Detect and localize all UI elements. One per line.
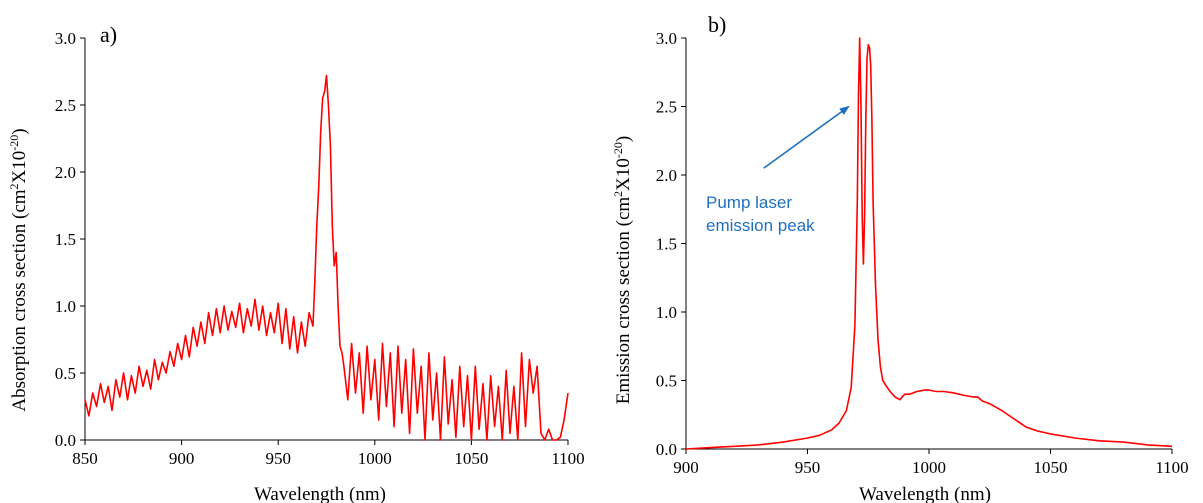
y-tick-label-b: 3.0	[656, 29, 677, 48]
y-axis-title-b-sup1: 2	[611, 191, 625, 197]
y-tick-label-b: 0.5	[656, 372, 677, 391]
x-tick-label-b: 1050	[1034, 458, 1068, 477]
series-line-a	[84, 74, 569, 441]
y-axis-title-b-suffix: )	[613, 136, 634, 142]
y-tick-label-b: 0.0	[656, 440, 677, 459]
y-axis-title-a-suffix: )	[9, 128, 30, 134]
x-tick-label-b: 1000	[912, 458, 946, 477]
y-axis-title-a-mid: X10	[9, 151, 30, 184]
absorption-chart: a) Wavelength (nm) Absorption cross sect…	[7, 22, 585, 503]
y-axis-title-b-sup2: -20	[611, 142, 625, 158]
x-tick-label-a: 950	[265, 449, 291, 468]
x-tick-label-a: 900	[169, 449, 195, 468]
y-tick-label-a: 1.5	[55, 230, 76, 249]
panel-label-a: a)	[100, 22, 117, 47]
y-axis-title-b: Emission cross section (cm2X10-20)	[611, 136, 634, 404]
y-tick-label-a: 2.5	[55, 96, 76, 115]
y-tick-label-b: 1.0	[656, 303, 677, 322]
y-axis-title-a-prefix: Absorption cross section (cm	[9, 189, 30, 411]
y-axis-title-a-sup1: 2	[7, 183, 21, 189]
y-tick-label-b: 2.5	[656, 98, 677, 117]
x-axis-title-a: Wavelength (nm)	[254, 484, 386, 503]
y-axis-title-b-mid: X10	[613, 158, 634, 191]
x-axis-title-b: Wavelength (nm)	[859, 484, 991, 503]
emission-chart: b) Wavelength (nm) Emission cross sectio…	[611, 12, 1189, 503]
annotation-line-2: emission peak	[706, 216, 815, 235]
y-axis-title-a: Absorption cross section (cm2X10-20)	[7, 128, 30, 411]
annotation-line-1: Pump laser	[706, 193, 792, 212]
y-tick-label-b: 1.5	[656, 235, 677, 254]
annotation-arrow	[763, 105, 850, 169]
x-tick-label-a: 1050	[454, 449, 488, 468]
series-line-b	[685, 37, 1173, 450]
y-tick-label-a: 1.0	[55, 297, 76, 316]
y-tick-label-a: 3.0	[55, 29, 76, 48]
y-tick-label-a: 0.0	[55, 431, 76, 450]
y-tick-label-a: 2.0	[55, 163, 76, 182]
y-axis-title-b-prefix: Emission cross section (cm	[613, 197, 634, 405]
y-axis-title-a-sup2: -20	[7, 135, 21, 151]
x-tick-label-b: 1100	[1155, 458, 1188, 477]
panel-label-b: b)	[708, 12, 726, 37]
y-tick-label-a: 0.5	[55, 364, 76, 383]
y-tick-label-b: 2.0	[656, 166, 677, 185]
x-tick-label-a: 1000	[358, 449, 392, 468]
x-tick-label-a: 850	[72, 449, 98, 468]
x-tick-label-b: 950	[795, 458, 821, 477]
x-tick-label-a: 1100	[551, 449, 584, 468]
x-tick-label-b: 900	[673, 458, 699, 477]
